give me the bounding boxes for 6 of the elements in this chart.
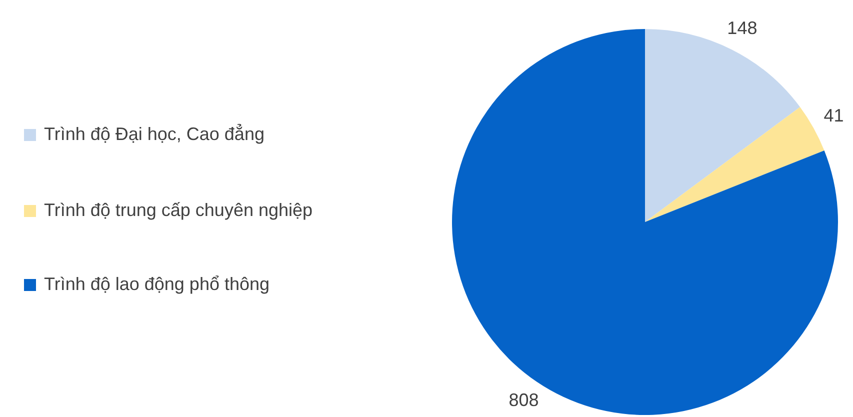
- legend-label: Trình độ trung cấp chuyên nghiệp: [44, 199, 313, 222]
- data-label: 808: [508, 390, 539, 410]
- legend-label: Trình độ Đại học, Cao đẳng: [44, 122, 264, 146]
- legend-label: Trình độ lao động phổ thông: [44, 273, 270, 296]
- data-label: 148: [727, 18, 758, 38]
- data-label: 41: [824, 106, 844, 126]
